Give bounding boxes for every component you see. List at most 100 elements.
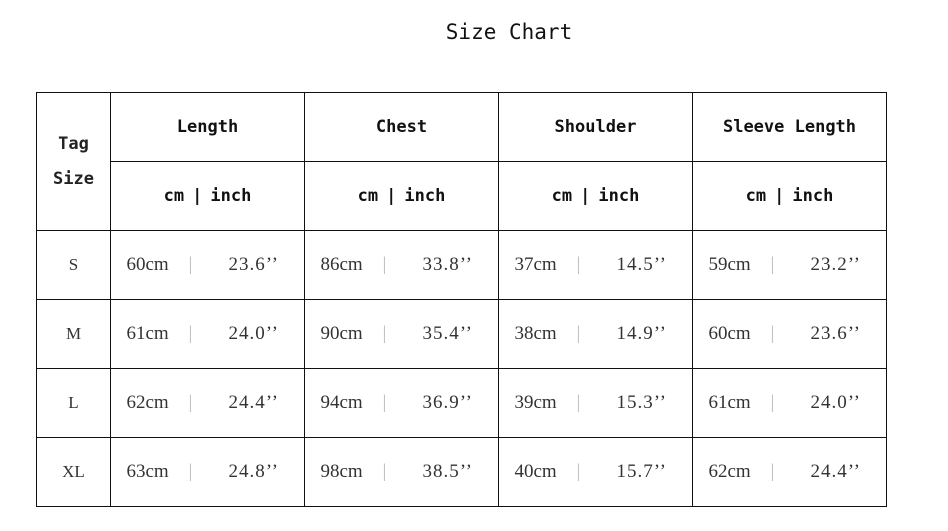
inch-value: 24.0’’ (810, 392, 861, 413)
value-separator: | (188, 254, 193, 275)
measurement-value: 63cm | 24.8’’ (111, 461, 304, 483)
cm-value: 90cm (320, 323, 363, 344)
value-separator: | (188, 392, 193, 413)
cm-value: 60cm (708, 323, 751, 344)
inch-value: 15.3’’ (616, 392, 667, 413)
unit-header: cm | inch (304, 161, 499, 231)
measurement-cell: 90cm | 35.4’’ (304, 299, 499, 369)
table-body: Tag Size Length Chest Shoulder Sleeve Lengt… (36, 92, 887, 507)
value-separator: | (382, 461, 387, 482)
table-row: XL 63cm | 24.8’’ 98cm | 38.5’’ 40cm | 15.7’’ 62cm |… (36, 437, 887, 507)
tag-size-header: Tag Size (36, 92, 111, 231)
unit-inch: inch (792, 186, 834, 206)
column-header-shoulder: Shoulder (498, 92, 693, 162)
value-separator: | (770, 323, 775, 344)
measurement-cell: 61cm | 24.0’’ (110, 299, 305, 369)
unit-separator: | (580, 186, 591, 206)
measurement-cell: 63cm | 24.8’’ (110, 437, 305, 507)
value-separator: | (382, 392, 387, 413)
measurement-cell: 98cm | 38.5’’ (304, 437, 499, 507)
inch-value: 24.8’’ (228, 461, 279, 482)
cm-value: 40cm (514, 461, 557, 482)
cm-value: 39cm (514, 392, 557, 413)
measurement-cell: 60cm | 23.6’’ (110, 230, 305, 300)
cm-value: 94cm (320, 392, 363, 413)
unit-header: cm | inch (692, 161, 887, 231)
measurement-cell: 62cm | 24.4’’ (692, 437, 887, 507)
size-cell: XL (36, 437, 111, 507)
cm-value: 37cm (514, 254, 557, 275)
measurement-cell: 38cm | 14.9’’ (498, 299, 693, 369)
inch-value: 24.4’’ (228, 392, 279, 413)
size-cell: S (36, 230, 111, 300)
measurement-cell: 94cm | 36.9’’ (304, 368, 499, 438)
value-separator: | (382, 323, 387, 344)
value-separator: | (576, 392, 581, 413)
inch-value: 24.4’’ (810, 461, 861, 482)
measurement-cell: 39cm | 15.3’’ (498, 368, 693, 438)
inch-value: 15.7’’ (616, 461, 667, 482)
value-separator: | (576, 461, 581, 482)
table-row: M 61cm | 24.0’’ 90cm | 35.4’’ 38cm | 14.9’’ 60cm | 2… (36, 299, 887, 369)
cm-value: 63cm (126, 461, 169, 482)
column-header-length: Length (110, 92, 305, 162)
measurement-value: 98cm | 38.5’’ (305, 461, 498, 483)
value-separator: | (576, 254, 581, 275)
measurement-cell: 86cm | 33.8’’ (304, 230, 499, 300)
measurement-value: 37cm | 14.5’’ (499, 254, 692, 276)
header-row-units: cm | inch cm | inch cm | inch cm | inch (37, 161, 887, 231)
inch-value: 24.0’’ (228, 323, 279, 344)
header-row-measurements: Tag Size Length Chest Shoulder Sleeve Lengt… (36, 92, 887, 231)
measurement-value: 40cm | 15.7’’ (499, 461, 692, 483)
measurement-value: 62cm | 24.4’’ (111, 392, 304, 414)
measurement-value: 90cm | 35.4’’ (305, 323, 498, 345)
unit-label: cm | inch (693, 186, 886, 206)
measurement-value: 38cm | 14.9’’ (499, 323, 692, 345)
measurement-value: 94cm | 36.9’’ (305, 392, 498, 414)
inch-value: 23.2’’ (810, 254, 861, 275)
unit-inch: inch (210, 186, 252, 206)
inch-value: 23.6’’ (228, 254, 279, 275)
value-separator: | (576, 323, 581, 344)
table-row: L 62cm | 24.4’’ 94cm | 36.9’’ 39cm | 15.3’’ 61cm | 2… (36, 368, 887, 438)
unit-cm: cm (357, 186, 379, 206)
unit-label: cm | inch (111, 186, 304, 206)
value-separator: | (188, 461, 193, 482)
unit-cm: cm (551, 186, 573, 206)
inch-value: 33.8’’ (422, 254, 473, 275)
tag-label: Tag (58, 133, 89, 154)
size-chart-table: Tag Size Length Chest Shoulder Sleeve Lengt… (36, 92, 887, 507)
column-header-chest: Chest (304, 92, 499, 162)
value-separator: | (188, 323, 193, 344)
measurement-cell: 37cm | 14.5’’ (498, 230, 693, 300)
value-separator: | (770, 392, 775, 413)
cm-value: 61cm (708, 392, 751, 413)
measurement-value: 60cm | 23.6’’ (693, 323, 886, 345)
value-separator: | (770, 254, 775, 275)
measurement-value: 60cm | 23.6’’ (111, 254, 304, 276)
size-cell: L (36, 368, 111, 438)
inch-value: 36.9’’ (422, 392, 473, 413)
unit-separator: | (192, 186, 203, 206)
value-separator: | (770, 461, 775, 482)
measurement-cell: 40cm | 15.7’’ (498, 437, 693, 507)
measurement-cell: 62cm | 24.4’’ (110, 368, 305, 438)
column-header-sleeve-length: Sleeve Length (692, 92, 887, 162)
value-separator: | (382, 254, 387, 275)
unit-header: cm | inch (498, 161, 693, 231)
unit-separator: | (386, 186, 397, 206)
unit-cm: cm (745, 186, 767, 206)
measurement-value: 86cm | 33.8’’ (305, 254, 498, 276)
measurement-value: 59cm | 23.2’’ (693, 254, 886, 276)
measurement-cell: 61cm | 24.0’’ (692, 368, 887, 438)
cm-value: 86cm (320, 254, 363, 275)
unit-inch: inch (598, 186, 640, 206)
inch-value: 14.9’’ (616, 323, 667, 344)
inch-value: 38.5’’ (422, 461, 473, 482)
inch-value: 23.6’’ (810, 323, 861, 344)
measurement-value: 39cm | 15.3’’ (499, 392, 692, 414)
unit-header: cm | inch (110, 161, 305, 231)
cm-value: 61cm (126, 323, 169, 344)
unit-label: cm | inch (305, 186, 498, 206)
inch-value: 35.4’’ (422, 323, 473, 344)
